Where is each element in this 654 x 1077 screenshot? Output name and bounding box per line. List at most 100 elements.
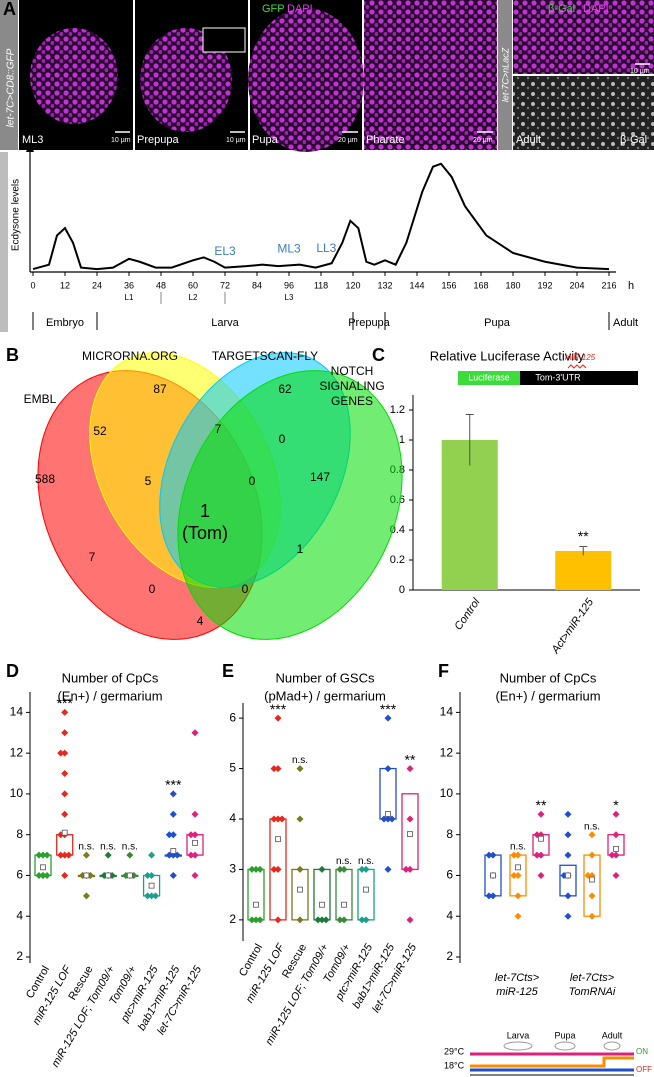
x-tick-label: 156 xyxy=(441,280,456,290)
point xyxy=(165,831,173,839)
point xyxy=(252,865,260,873)
point xyxy=(82,892,90,900)
point xyxy=(270,765,278,773)
point xyxy=(274,916,282,924)
point xyxy=(61,708,69,716)
point xyxy=(514,871,522,879)
image xyxy=(364,0,497,150)
y-tick-label: 14 xyxy=(440,705,454,719)
point xyxy=(39,851,47,859)
y-tick-label: 2 xyxy=(229,912,236,926)
image-content xyxy=(140,28,232,132)
state-label: ON xyxy=(636,1047,648,1056)
point xyxy=(296,815,304,823)
set-label: EMBL xyxy=(24,392,57,406)
point xyxy=(270,865,278,873)
chart-title: Number of CpCs xyxy=(500,670,597,685)
construct-part xyxy=(458,371,520,385)
y-tick-label: 8 xyxy=(446,827,453,841)
point xyxy=(564,831,572,839)
point xyxy=(514,892,522,900)
point xyxy=(384,815,392,823)
set-label: GENES xyxy=(331,394,373,408)
point xyxy=(35,851,43,859)
region-count: 5 xyxy=(145,474,152,488)
significance: ** xyxy=(536,797,547,813)
panel-letter: D xyxy=(6,661,19,681)
point xyxy=(608,851,616,859)
point xyxy=(358,916,366,924)
image xyxy=(513,76,654,150)
point xyxy=(35,871,43,879)
point xyxy=(61,790,69,798)
box xyxy=(357,868,375,921)
x-tick-label: 72 xyxy=(220,280,230,290)
channel-label: GFP xyxy=(262,3,285,15)
panel-letter: B xyxy=(6,345,19,365)
y-tick-label: 2 xyxy=(446,949,453,963)
region-count: 52 xyxy=(93,424,107,438)
mean-marker xyxy=(363,886,369,893)
mean-marker xyxy=(515,864,521,871)
box xyxy=(291,868,309,921)
y-tick-label: 6 xyxy=(229,710,236,724)
point xyxy=(388,815,396,823)
point xyxy=(43,851,51,859)
point xyxy=(148,851,156,859)
point xyxy=(564,892,572,900)
point xyxy=(384,714,392,722)
side-strip xyxy=(0,0,18,150)
point xyxy=(126,851,134,859)
box xyxy=(583,854,601,917)
region-count: 4 xyxy=(197,614,204,628)
mean-marker xyxy=(341,901,347,908)
instar-label: L3 xyxy=(285,293,294,302)
set-label: NOTCH xyxy=(331,364,374,378)
box xyxy=(313,868,331,921)
point xyxy=(148,871,156,879)
point xyxy=(340,865,348,873)
x-tick-label: 36 xyxy=(124,280,134,290)
point xyxy=(187,851,195,859)
x-tick-label: 132 xyxy=(377,280,392,290)
mean-marker xyxy=(61,829,68,836)
mirna-label: miR-125 xyxy=(565,353,596,362)
y-tick-label: 6 xyxy=(16,868,23,882)
region-count: 1 xyxy=(200,501,210,521)
image-label: Prepupa xyxy=(137,134,179,146)
point xyxy=(406,815,414,823)
region-count: 62 xyxy=(278,382,292,396)
side-strip xyxy=(498,0,512,150)
image-label: Pupa xyxy=(252,134,279,146)
point xyxy=(61,810,69,818)
x-tick-label: 120 xyxy=(345,280,360,290)
point xyxy=(248,865,256,873)
point xyxy=(252,916,260,924)
point xyxy=(122,871,130,879)
significance: n.s. xyxy=(584,821,600,832)
point xyxy=(318,865,326,873)
fly-icon xyxy=(603,1041,621,1051)
significance: *** xyxy=(57,695,74,711)
point xyxy=(362,865,370,873)
region-count: 1 xyxy=(297,542,304,556)
region-count: 588 xyxy=(35,472,55,486)
scale-label: 20 µm xyxy=(473,137,493,144)
point xyxy=(248,916,256,924)
x-tick-label: 84 xyxy=(252,280,262,290)
stage-label: Larva xyxy=(507,1030,530,1040)
point xyxy=(510,871,518,879)
x-tick-label: 24 xyxy=(92,280,102,290)
y-tick-label: 14 xyxy=(10,705,24,719)
group-label: TomRNAi xyxy=(569,986,616,998)
mean-marker xyxy=(589,876,595,883)
scale-label: 10 µm xyxy=(630,68,650,75)
construct-label: Luciferase xyxy=(468,372,510,382)
point xyxy=(318,916,326,924)
chart-title: Number of GSCs xyxy=(276,670,375,685)
instar-label: L1 xyxy=(125,293,134,302)
scale-label: 20 µm xyxy=(338,137,358,144)
y-tick-label: 0 xyxy=(399,584,405,596)
significance: *** xyxy=(380,701,397,717)
point xyxy=(82,851,90,859)
